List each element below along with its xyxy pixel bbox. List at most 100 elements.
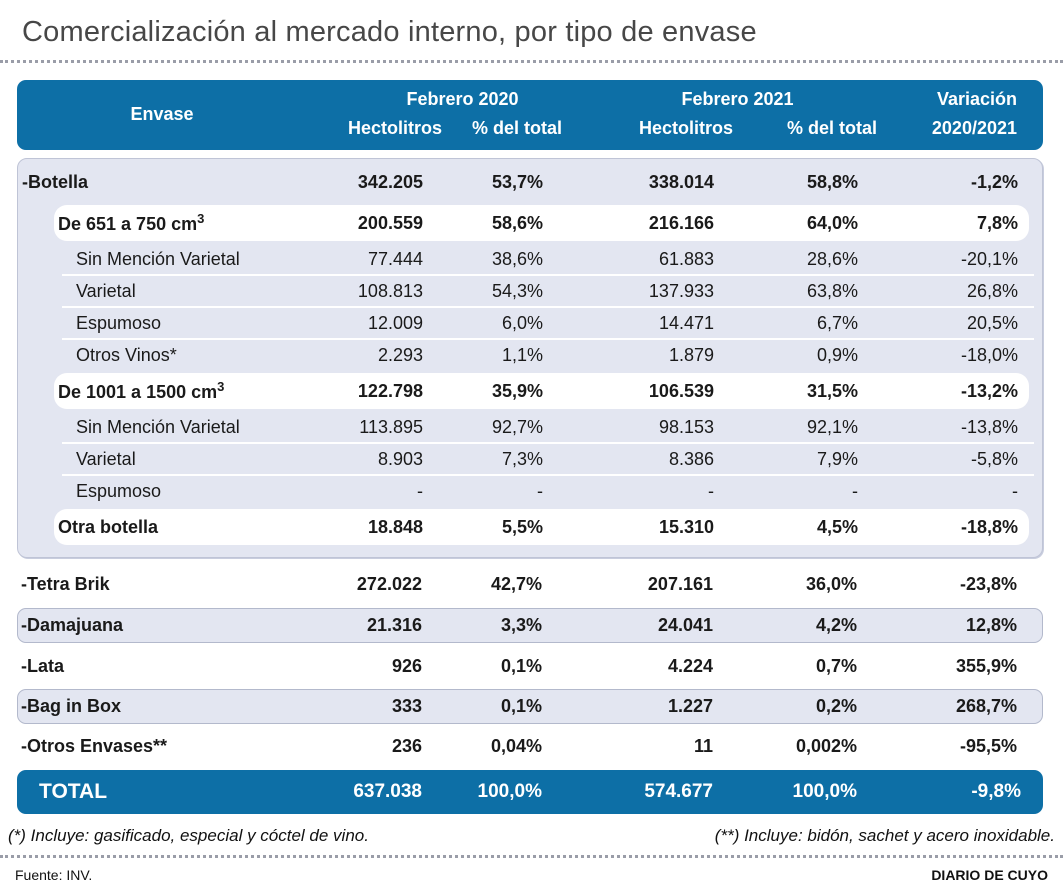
cell-hl-2020: 342.205: [357, 171, 423, 192]
row-label: Sin Mención Varietal: [76, 416, 240, 437]
table-row: -Damajuana 21.316 3,3% 24.041 4,2% 12,8%: [17, 608, 1043, 643]
cell-pct-2020: 92,7%: [491, 416, 543, 437]
table-row: -Lata 926 0,1% 4.224 0,7% 355,9%: [17, 649, 1043, 684]
cell-pct-2020: 0,1%: [500, 656, 542, 676]
cell-pct-2021: 36,0%: [805, 574, 857, 594]
cell-hl-2020: 200.559: [357, 212, 423, 233]
cell-hl-2021: 61.883: [658, 248, 714, 269]
cell-hl-2021: 4.224: [667, 656, 713, 676]
row-label: -Bag in Box: [21, 696, 122, 716]
table-row: Varietal 108.813 54,3% 137.933 63,8% 26,…: [18, 274, 1042, 307]
cell-pct-2020: 100,0%: [477, 781, 542, 802]
cell-hl-2021: 1.879: [668, 344, 714, 365]
credit-label: DIARIO DE CUYO: [931, 867, 1048, 883]
header-hectolitros-2021: Hectolitros: [638, 118, 733, 138]
cell-pct-2020: 58,6%: [491, 212, 543, 233]
row-label: Espumoso: [76, 312, 162, 333]
cell-hl-2020: 77.444: [367, 248, 423, 269]
cell-hl-2021: 98.153: [658, 416, 714, 437]
total-label: TOTAL: [39, 780, 108, 803]
cell-hl-2020: 333: [391, 696, 422, 716]
total-row: TOTAL 637.038 100,0% 574.677 100,0% -9,8…: [17, 770, 1043, 814]
cell-hl-2020: 8.903: [377, 448, 423, 469]
cell-variacion: 20,5%: [966, 312, 1018, 333]
cell-hl-2021: 8.386: [668, 448, 714, 469]
row-label: Varietal: [76, 448, 136, 469]
cell-hl-2020: 21.316: [366, 615, 422, 635]
table-row: -Bag in Box 333 0,1% 1.227 0,2% 268,7%: [17, 689, 1043, 724]
row-label: Otros Vinos*: [76, 344, 177, 365]
cell-pct-2021: 28,6%: [806, 248, 858, 269]
cell-variacion: -13,2%: [960, 380, 1018, 401]
cell-pct-2021: 63,8%: [806, 280, 858, 301]
cell-hl-2020: 272.022: [356, 574, 422, 594]
cell-pct-2021: 6,7%: [816, 312, 858, 333]
cell-pct-2020: 6,0%: [501, 312, 543, 333]
row-label: Varietal: [76, 280, 136, 301]
table-header: Envase Febrero 2020 Febrero 2021 Variaci…: [17, 80, 1043, 150]
cell-pct-2021: 7,9%: [816, 448, 858, 469]
cell-pct-2021: 31,5%: [806, 380, 858, 401]
cell-variacion: 268,7%: [955, 696, 1017, 716]
cell-pct-2020: 53,7%: [491, 171, 543, 192]
cell-variacion: -18,0%: [960, 344, 1018, 365]
row-label: -Lata: [21, 656, 65, 676]
cell-variacion: 355,9%: [955, 656, 1017, 676]
cell-hl-2021: 207.161: [647, 574, 713, 594]
cell-pct-2020: 35,9%: [491, 380, 543, 401]
cell-variacion: -: [1012, 480, 1018, 501]
row-label: -Otros Envases**: [21, 736, 168, 756]
header-pct-2020: % del total: [471, 118, 562, 138]
cell-hl-2021: 137.933: [648, 280, 714, 301]
footnotes: (*) Incluye: gasificado, especial y cóct…: [8, 826, 1055, 846]
cell-pct-2021: 0,9%: [816, 344, 858, 365]
header-febrero-2021: Febrero 2021: [681, 89, 794, 109]
cell-hl-2021: 15.310: [658, 516, 714, 537]
footnote-asterisk: (*) Incluye: gasificado, especial y cóct…: [8, 826, 369, 845]
header-pct-2021: % del total: [786, 118, 877, 138]
table-row: Espumoso - - - - -: [18, 474, 1042, 507]
cell-pct-2020: 0,1%: [500, 696, 542, 716]
cell-pct-2021: -: [852, 480, 858, 501]
cell-hl-2021: 216.166: [648, 212, 714, 233]
cell-hl-2021: 1.227: [667, 696, 713, 716]
cell-pct-2021: 4,5%: [816, 516, 858, 537]
cell-pct-2020: 3,3%: [500, 615, 542, 635]
cell-hl-2020: 637.038: [353, 781, 422, 802]
cell-pct-2020: 54,3%: [491, 280, 543, 301]
cell-hl-2020: 113.895: [359, 416, 423, 437]
row-label: Otra botella: [58, 516, 159, 537]
cell-variacion: -5,8%: [970, 448, 1018, 469]
cell-variacion: -13,8%: [960, 416, 1018, 437]
source-label: Fuente: INV.: [15, 867, 93, 883]
row-label: De 651 a 750 cm3: [58, 211, 205, 234]
cell-pct-2021: 64,0%: [806, 212, 858, 233]
cell-hl-2021: -: [708, 480, 714, 501]
table-row: -Tetra Brik 272.022 42,7% 207.161 36,0% …: [17, 567, 1043, 602]
table-row: -Botella 342.205 53,7% 338.014 58,8% -1,…: [18, 161, 1042, 203]
table-row: -Otros Envases** 236 0,04% 11 0,002% -95…: [17, 729, 1043, 764]
cell-hl-2020: 108.813: [357, 280, 423, 301]
cell-hl-2021: 24.041: [657, 615, 713, 635]
row-label: -Damajuana: [21, 615, 124, 635]
cell-hl-2020: 122.798: [357, 380, 423, 401]
cell-pct-2021: 4,2%: [815, 615, 857, 635]
header-hectolitros-2020: Hectolitros: [347, 118, 442, 138]
cell-hl-2020: 236: [391, 736, 422, 756]
page-title: Comercialización al mercado interno, por…: [22, 16, 757, 48]
header-envase: Envase: [130, 103, 194, 124]
row-label: -Tetra Brik: [21, 574, 110, 594]
header-febrero-2020: Febrero 2020: [406, 89, 519, 109]
top-dotted-rule: [0, 60, 1063, 63]
cell-variacion: 12,8%: [965, 615, 1017, 635]
cell-hl-2021: 106.539: [648, 380, 714, 401]
cell-variacion: -95,5%: [959, 736, 1017, 756]
cell-hl-2021: 14.471: [658, 312, 714, 333]
table-row: De 651 a 750 cm3 200.559 58,6% 216.166 6…: [18, 203, 1042, 243]
cell-pct-2020: 7,3%: [501, 448, 543, 469]
table-row: De 1001 a 1500 cm3 122.798 35,9% 106.539…: [18, 371, 1042, 411]
footer: Fuente: INV. DIARIO DE CUYO: [15, 867, 1048, 883]
cell-pct-2020: 0,04%: [490, 736, 542, 756]
table-row: Sin Mención Varietal 113.895 92,7% 98.15…: [18, 411, 1042, 443]
